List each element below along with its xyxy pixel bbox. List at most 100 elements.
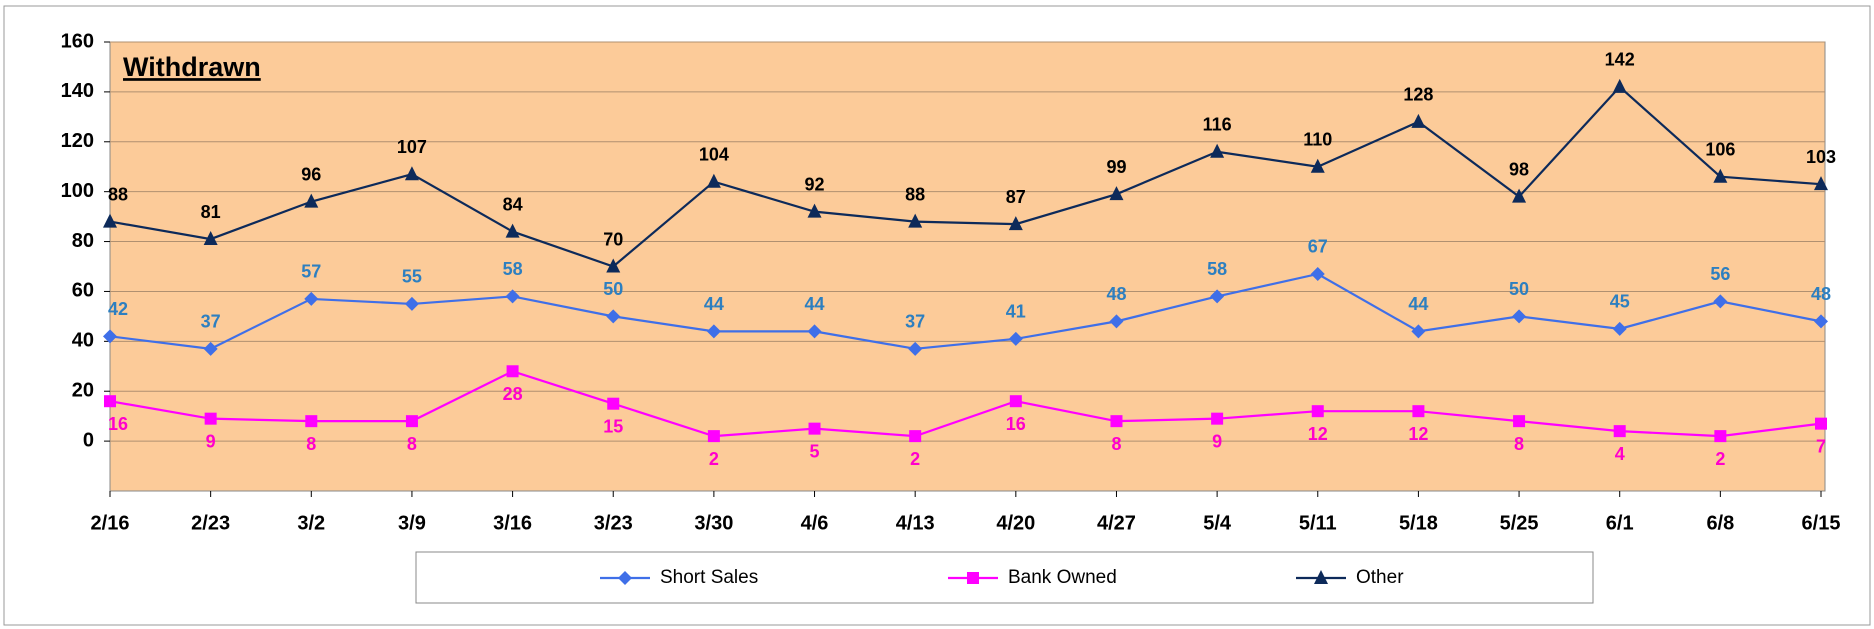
- y-tick-label: 100: [61, 180, 94, 202]
- data-label: 48: [1811, 284, 1831, 304]
- marker: [1512, 188, 1527, 203]
- marker: [909, 430, 922, 443]
- x-tick-label: 3/16: [493, 512, 532, 534]
- series-line: [109, 272, 1822, 350]
- data-label: 99: [1106, 157, 1126, 177]
- x-tick-label: 5/18: [1399, 512, 1438, 534]
- data-label: 16: [108, 414, 128, 434]
- marker: [1210, 143, 1225, 158]
- data-label: 8: [1111, 434, 1121, 454]
- x-tick-label: 4/6: [801, 512, 829, 534]
- legend: [415, 551, 1594, 604]
- marker: [1814, 314, 1828, 329]
- data-label: 45: [1610, 292, 1630, 312]
- marker: [1310, 158, 1325, 173]
- series-line: [109, 370, 1822, 438]
- legend-label: Short Sales: [660, 567, 758, 588]
- plot-area: [109, 41, 1826, 492]
- series-line: [109, 85, 1822, 268]
- data-label: 12: [1308, 424, 1328, 444]
- marker: [103, 329, 117, 344]
- data-label: 58: [1207, 259, 1227, 279]
- x-tick-label: 5/4: [1203, 512, 1232, 534]
- data-label: 88: [905, 184, 925, 204]
- data-label: 88: [108, 184, 128, 204]
- data-label: 9: [206, 431, 216, 451]
- marker: [1311, 405, 1324, 418]
- x-tick-label: 2/23: [191, 512, 230, 534]
- x-tick-label: 5/11: [1299, 512, 1337, 534]
- marker: [1411, 113, 1426, 128]
- data-label: 55: [402, 267, 422, 287]
- data-label: 16: [1006, 414, 1026, 434]
- marker: [1815, 417, 1827, 430]
- marker: [1513, 415, 1526, 428]
- data-label: 98: [1509, 159, 1529, 179]
- marker: [505, 289, 520, 304]
- marker: [706, 173, 721, 188]
- y-tick-label: 60: [72, 280, 94, 302]
- data-label: 50: [603, 279, 623, 299]
- marker: [405, 415, 418, 428]
- data-label: 44: [1408, 294, 1428, 314]
- data-label: 7: [1816, 436, 1826, 456]
- data-label: 96: [301, 164, 321, 184]
- data-label: 107: [397, 137, 427, 157]
- y-tick-label: 140: [61, 80, 94, 102]
- marker: [618, 571, 632, 585]
- data-label: 12: [1408, 424, 1428, 444]
- marker: [305, 415, 318, 428]
- data-label: 84: [503, 194, 523, 214]
- x-tick-label: 4/13: [896, 512, 935, 534]
- data-label: 42: [108, 299, 128, 319]
- marker: [1412, 405, 1425, 418]
- data-label: 28: [503, 384, 523, 404]
- data-label: 37: [905, 312, 925, 332]
- marker: [1110, 415, 1123, 428]
- data-label: 87: [1006, 187, 1026, 207]
- marker: [404, 166, 419, 181]
- data-label: 57: [301, 262, 321, 282]
- data-label: 8: [306, 434, 316, 454]
- x-tick-label: 6/15: [1802, 512, 1841, 534]
- data-label: 70: [603, 229, 623, 249]
- marker: [807, 203, 822, 218]
- data-label: 5: [810, 441, 820, 461]
- marker: [1613, 425, 1626, 438]
- marker: [103, 213, 117, 228]
- data-label: 106: [1705, 139, 1735, 159]
- data-label: 37: [201, 312, 221, 332]
- data-label: 44: [805, 294, 825, 314]
- marker: [808, 422, 821, 435]
- data-label: 104: [699, 144, 729, 164]
- marker: [1612, 321, 1627, 336]
- x-tick-label: 3/30: [694, 512, 733, 534]
- marker: [908, 341, 923, 356]
- marker: [1814, 176, 1828, 191]
- marker: [1210, 289, 1225, 304]
- legend-label: Bank Owned: [1008, 567, 1117, 588]
- legend-label: Other: [1356, 567, 1404, 588]
- data-label: 48: [1106, 284, 1126, 304]
- marker: [203, 341, 218, 356]
- marker: [1713, 294, 1728, 309]
- marker: [1008, 331, 1023, 346]
- marker: [1713, 168, 1728, 183]
- marker: [1008, 216, 1023, 231]
- marker: [1512, 309, 1527, 324]
- x-tick-label: 6/1: [1606, 512, 1634, 534]
- data-label: 44: [704, 294, 724, 314]
- x-tick-label: 4/20: [996, 512, 1035, 534]
- marker: [304, 193, 319, 208]
- data-label: 56: [1710, 264, 1730, 284]
- marker: [506, 365, 519, 378]
- chart-title: Withdrawn: [123, 52, 261, 82]
- data-label: 50: [1509, 279, 1529, 299]
- frame: [3, 5, 1871, 626]
- data-label: 2: [709, 449, 719, 469]
- data-label: 9: [1212, 431, 1222, 451]
- marker: [304, 291, 319, 306]
- data-label: 110: [1303, 129, 1332, 149]
- marker: [908, 213, 923, 228]
